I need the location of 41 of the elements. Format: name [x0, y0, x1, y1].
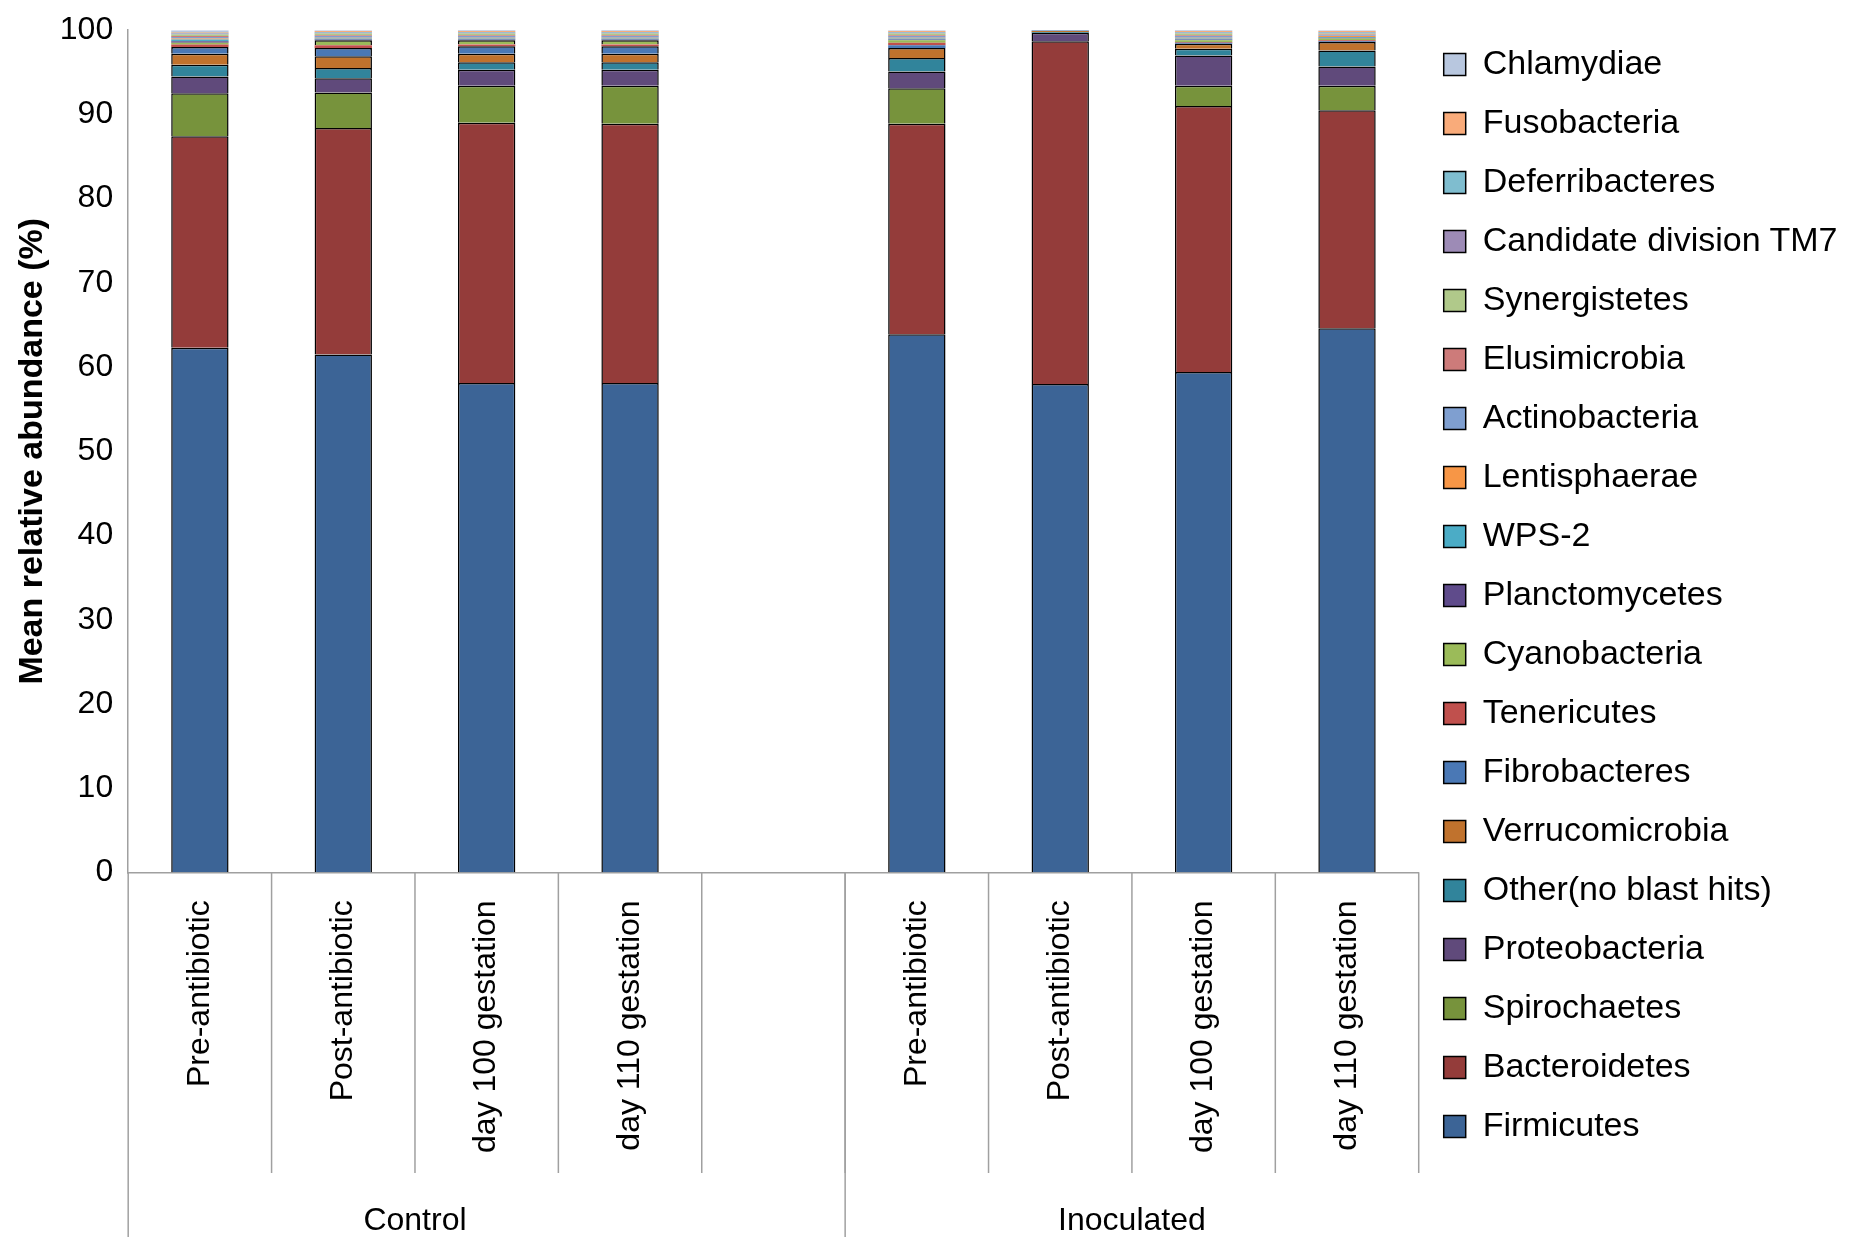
y-tick-label: 100 — [59, 10, 114, 47]
legend-label: Deferribacteres — [1482, 160, 1716, 199]
legend-label: Spirochaetes — [1482, 986, 1682, 1025]
text: Inoculated — [1058, 1200, 1206, 1237]
x-tick-label: day 100 gestation — [1183, 900, 1220, 1153]
legend-label: Fusobacteria — [1482, 101, 1680, 140]
legend-label: Lentisphaerae — [1482, 455, 1699, 494]
legend-label: WPS-2 — [1482, 514, 1591, 553]
y-tick-label: 80 — [77, 178, 114, 215]
legend-label: Cyanobacteria — [1482, 632, 1703, 671]
legend-label: Candidate division TM7 — [1482, 219, 1838, 258]
legend-label: Firmicutes — [1482, 1104, 1640, 1143]
y-tick-label: 70 — [77, 262, 114, 299]
legend-label: Elusimicrobia — [1482, 337, 1685, 376]
legend-label: Bacteroidetes — [1482, 1045, 1691, 1084]
y-tick-label: 20 — [77, 683, 114, 720]
legend-label: Actinobacteria — [1482, 396, 1699, 435]
legend-label: Verrucomicrobia — [1482, 809, 1729, 848]
x-tick-label: Pre-antibiotic — [179, 900, 216, 1088]
y-tick-label: 50 — [77, 431, 114, 468]
y-tick-label: 0 — [95, 852, 114, 889]
y-tick-label: 30 — [77, 599, 114, 636]
y-tick-label: 90 — [77, 94, 114, 131]
x-tick-label: Pre-antibiotic — [896, 900, 933, 1088]
legend-label: Proteobacteria — [1482, 927, 1704, 966]
x-tick-label: day 110 gestation — [609, 900, 646, 1151]
legend-label: Chlamydiae — [1482, 42, 1663, 81]
legend-label: Synergistetes — [1482, 278, 1689, 317]
y-tick-label: 10 — [77, 767, 114, 804]
x-tick-label: Post-antibiotic — [323, 900, 360, 1102]
x-tick-label: Post-antibiotic — [1040, 900, 1077, 1102]
legend-label: Other(no blast hits) — [1482, 868, 1772, 907]
y-axis-title: Mean relative abundance (%) — [10, 217, 49, 685]
legend-label: Planctomycetes — [1482, 573, 1723, 612]
x-tick-label: day 110 gestation — [1326, 900, 1363, 1151]
x-tick-label: day 100 gestation — [466, 900, 503, 1153]
text: Control — [363, 1200, 467, 1237]
legend-label: Tenericutes — [1482, 691, 1657, 730]
y-tick-label: 40 — [77, 515, 114, 552]
legend-label: Fibrobacteres — [1482, 750, 1691, 789]
y-tick-label: 60 — [77, 346, 114, 383]
